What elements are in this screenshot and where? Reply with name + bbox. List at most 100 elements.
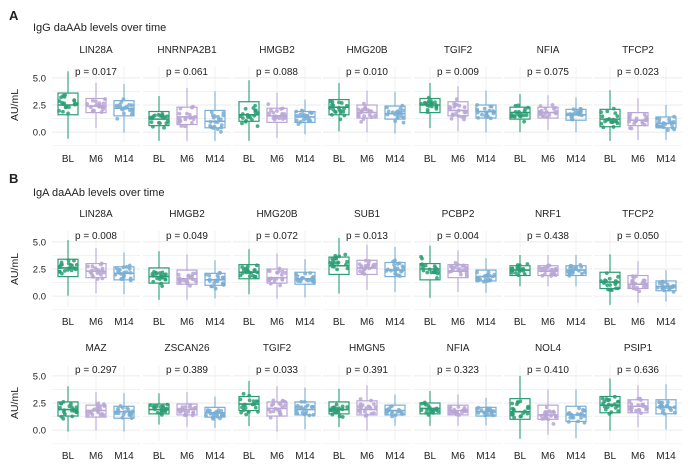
data-point [512, 114, 517, 119]
data-point [239, 410, 244, 415]
x-tick-label: M14 [566, 451, 586, 462]
data-point [335, 267, 339, 272]
data-point [574, 265, 579, 270]
facet-title: TFCP2 [622, 45, 654, 56]
data-point [294, 118, 299, 123]
p-value-label: p = 0.050 [617, 231, 659, 242]
data-point [209, 110, 214, 114]
data-point [96, 401, 101, 406]
data-point [456, 404, 461, 409]
data-point [125, 406, 130, 410]
data-point [345, 405, 350, 409]
data-point [513, 271, 518, 275]
x-tick-label: M6 [541, 154, 555, 165]
x-tick-label: M6 [360, 451, 374, 462]
data-point [666, 128, 670, 133]
data-point [401, 115, 406, 120]
x-tick-label: BL [604, 451, 617, 462]
data-point [429, 270, 434, 275]
data-point [447, 105, 452, 109]
x-tick-label: M6 [270, 317, 284, 328]
data-point [268, 409, 273, 414]
facet-hnrnpa2b1: HNRNPA2B1 p = 0.061 BL M6 M14 [143, 45, 231, 165]
box-bl [599, 271, 621, 290]
data-point [251, 273, 256, 278]
x-tick-label: BL [243, 451, 256, 462]
box-bl [419, 262, 441, 281]
data-point [271, 398, 276, 403]
facet-title: NFIA [447, 343, 470, 354]
x-tick-label: BL [333, 317, 346, 328]
data-point [601, 125, 606, 130]
data-point [362, 114, 367, 118]
data-point [433, 100, 437, 105]
box-m6 [176, 106, 198, 126]
data-point [450, 112, 455, 117]
data-point [295, 403, 300, 408]
y-axis-label: AU/mL [9, 253, 21, 285]
data-point [343, 252, 348, 257]
data-point [267, 269, 272, 274]
x-tick-label: BL [604, 317, 617, 328]
y-tick-label: 2.5 [33, 101, 46, 112]
data-point [305, 403, 310, 408]
x-tick-label: M6 [180, 154, 194, 165]
data-point [577, 406, 581, 411]
data-point [163, 277, 168, 282]
x-tick-label: M14 [476, 154, 496, 165]
data-point [345, 266, 350, 271]
box-m14 [565, 405, 587, 423]
data-point [449, 264, 454, 269]
y-tick-label: 0.0 [33, 426, 46, 437]
data-point [177, 111, 182, 116]
data-point [275, 109, 279, 113]
panel-b-title: IgA daAAb levels over time [33, 187, 164, 199]
data-point [512, 415, 517, 420]
x-tick-label: M14 [205, 154, 225, 165]
data-point [60, 262, 64, 267]
data-point [210, 113, 215, 118]
data-point [278, 283, 282, 288]
data-point [271, 409, 276, 414]
data-point [550, 103, 555, 107]
facet-nfia: NFIA p = 0.323 BL M6 M14 [414, 343, 502, 462]
x-tick-label: M6 [360, 154, 374, 165]
facet-lin28a: LIN28A p = 0.008 BL M6 M14 [52, 209, 140, 328]
facet-title: SUB1 [354, 209, 381, 220]
data-point [613, 111, 618, 116]
data-point [164, 272, 168, 277]
x-tick-label: M14 [205, 317, 225, 328]
data-point [114, 103, 119, 108]
panel-a-letter: A [9, 8, 19, 23]
data-point [616, 274, 620, 279]
y-tick-label: 0.0 [33, 128, 46, 139]
data-point [303, 116, 308, 121]
facet-lin28a: LIN28A p = 0.017 BL M6 M14 [52, 45, 140, 165]
data-point [579, 271, 584, 276]
data-point [213, 413, 218, 417]
data-point [294, 409, 299, 414]
data-point [330, 412, 335, 417]
box-bl [599, 108, 621, 128]
data-point [400, 264, 405, 269]
data-point [252, 268, 257, 273]
data-point [268, 415, 273, 420]
facet-title: MAZ [85, 343, 106, 354]
data-point [570, 271, 575, 275]
facet-title: NOL4 [535, 343, 562, 354]
data-point [419, 254, 423, 259]
data-point [158, 113, 163, 118]
facet-sub1: SUB1 p = 0.013 BL M6 M14 [323, 209, 411, 328]
data-point [460, 410, 464, 415]
data-point [193, 405, 198, 410]
p-value-label: p = 0.389 [166, 365, 208, 376]
data-point [302, 113, 307, 117]
data-point [616, 399, 621, 404]
data-point [486, 270, 491, 275]
data-point [551, 422, 556, 426]
data-point [219, 129, 223, 134]
facet-title: PCBP2 [442, 209, 475, 220]
data-point [280, 399, 285, 404]
data-point [357, 404, 362, 409]
data-point [363, 263, 368, 268]
